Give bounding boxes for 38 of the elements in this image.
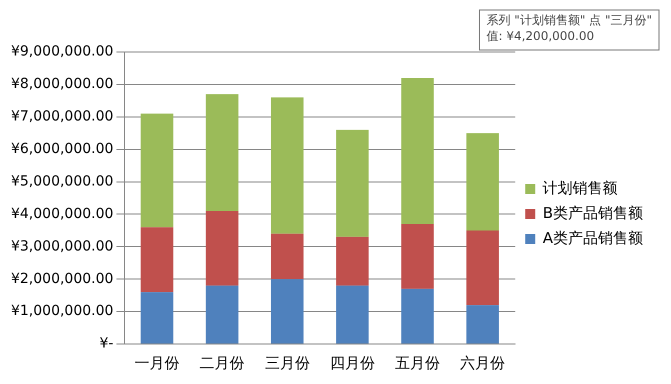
y-tick-label: ¥5,000,000.00 [10,173,114,190]
bar [270,279,304,344]
text: 系列 "计划销售额" 点 "三月份" 值: ¥4,200,000.00 [486,13,652,44]
bar [466,230,499,306]
legend-label: 计划销售额 [542,178,618,197]
bar [206,94,238,211]
y-tick-label: ¥2,000,000.00 [10,270,114,287]
bar [140,227,174,292]
legend-label: B类产品销售额 [542,204,644,222]
bar [140,292,174,344]
y-tick-label: ¥4,000,000.00 [10,206,114,222]
bar [336,130,369,237]
bar [336,236,369,286]
y-tick-label: ¥3,000,000.00 [10,238,114,254]
y-tick-label: ¥6,000,000.00 [10,140,114,157]
y-tick-label: ¥8,000,000.00 [10,76,114,92]
x-tick-label: 四月份 [330,354,375,372]
bar [206,210,238,286]
bar [140,114,174,228]
bar [336,286,369,344]
y-tick-label: ¥9,000,000.00 [10,44,114,60]
x-tick-label: 三月份 [264,354,310,372]
y-tick-label: ¥1,000,000.00 [10,303,114,320]
x-tick-label: 一月份 [134,354,180,372]
bar [401,78,434,224]
legend-label: A类产品销售额 [542,228,643,247]
x-tick-label: 五月份 [395,354,440,372]
x-tick-label: 六月份 [460,354,506,372]
y-tick-label: ¥- [99,336,114,352]
bar [401,224,434,289]
bar [270,97,304,234]
bar [206,286,238,344]
bar [466,133,499,230]
bar [466,305,499,344]
x-tick-label: 二月份 [200,354,245,372]
y-tick-label: ¥7,000,000.00 [10,108,114,125]
bar [401,288,434,344]
bar [270,234,304,280]
